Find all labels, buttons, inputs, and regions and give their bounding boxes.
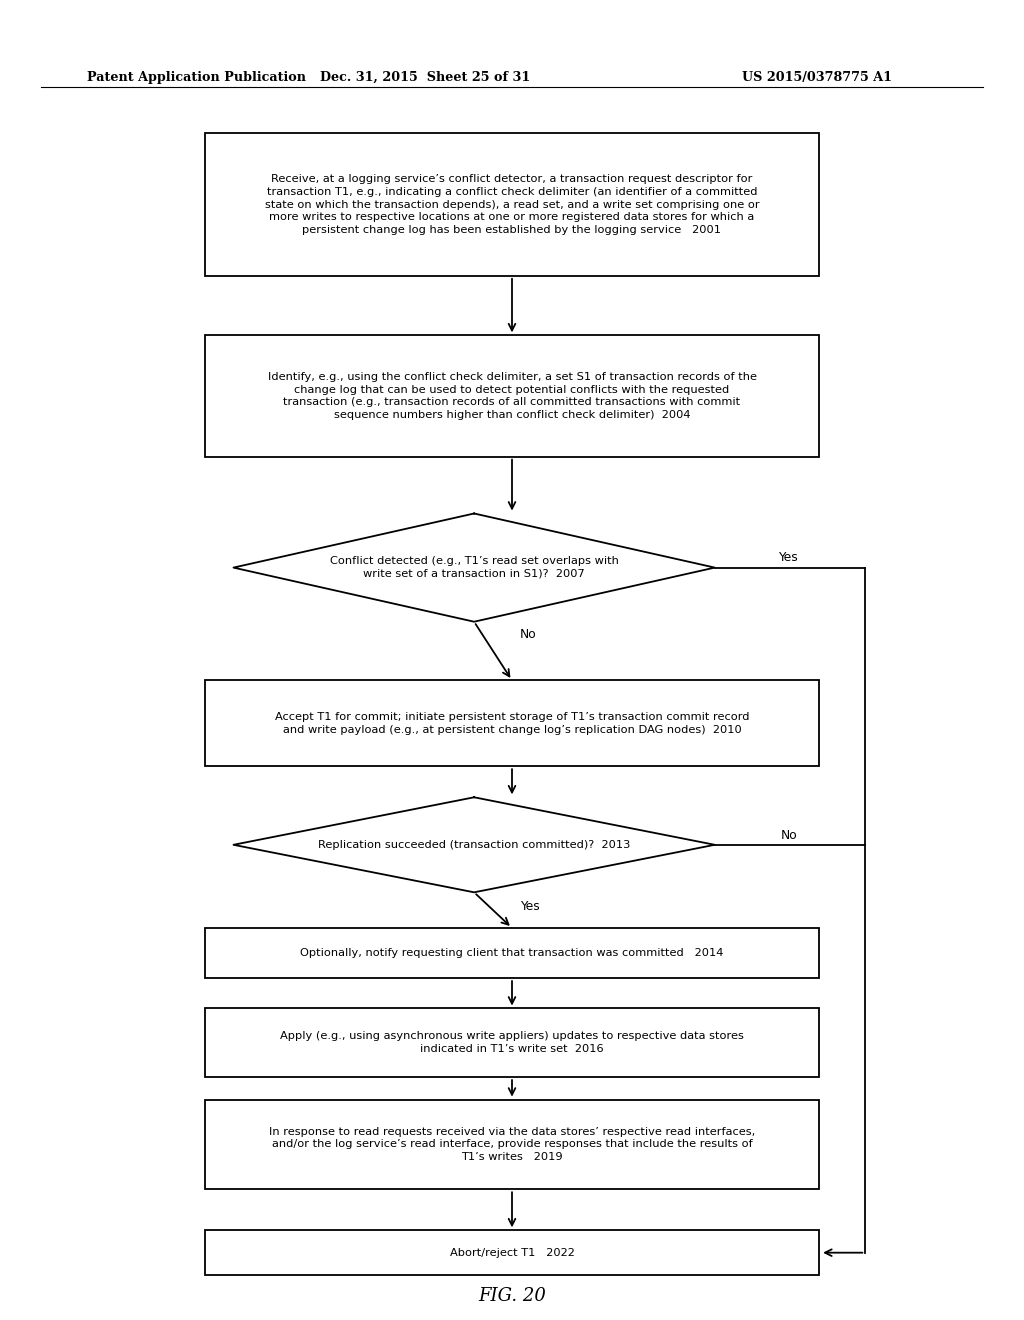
FancyBboxPatch shape xyxy=(205,1008,819,1077)
Text: Abort/reject T1   2022: Abort/reject T1 2022 xyxy=(450,1247,574,1258)
Text: Apply (e.g., using asynchronous write appliers) updates to respective data store: Apply (e.g., using asynchronous write ap… xyxy=(280,1031,744,1055)
Text: Yes: Yes xyxy=(520,900,540,913)
Text: Yes: Yes xyxy=(778,550,798,564)
Text: Receive, at a logging service’s conflict detector, a transaction request descrip: Receive, at a logging service’s conflict… xyxy=(264,174,760,235)
Polygon shape xyxy=(233,797,715,892)
Text: Conflict detected (e.g., T1’s read set overlaps with
write set of a transaction : Conflict detected (e.g., T1’s read set o… xyxy=(330,556,618,579)
Text: In response to read requests received via the data stores’ respective read inter: In response to read requests received vi… xyxy=(269,1127,755,1162)
Text: FIG. 20: FIG. 20 xyxy=(478,1287,546,1305)
FancyBboxPatch shape xyxy=(205,335,819,457)
Text: No: No xyxy=(520,628,537,642)
Text: Patent Application Publication: Patent Application Publication xyxy=(87,71,306,83)
Text: Dec. 31, 2015  Sheet 25 of 31: Dec. 31, 2015 Sheet 25 of 31 xyxy=(319,71,530,83)
Text: Accept T1 for commit; initiate persistent storage of T1’s transaction commit rec: Accept T1 for commit; initiate persisten… xyxy=(274,711,750,735)
FancyBboxPatch shape xyxy=(205,928,819,978)
FancyBboxPatch shape xyxy=(205,681,819,766)
Text: Replication succeeded (transaction committed)?  2013: Replication succeeded (transaction commi… xyxy=(317,840,631,850)
Text: Identify, e.g., using the conflict check delimiter, a set S1 of transaction reco: Identify, e.g., using the conflict check… xyxy=(267,372,757,420)
Polygon shape xyxy=(233,513,715,622)
FancyBboxPatch shape xyxy=(205,1100,819,1189)
FancyBboxPatch shape xyxy=(205,1230,819,1275)
Text: Optionally, notify requesting client that transaction was committed   2014: Optionally, notify requesting client tha… xyxy=(300,948,724,958)
Text: US 2015/0378775 A1: US 2015/0378775 A1 xyxy=(742,71,892,83)
Text: No: No xyxy=(780,829,797,842)
FancyBboxPatch shape xyxy=(205,133,819,276)
